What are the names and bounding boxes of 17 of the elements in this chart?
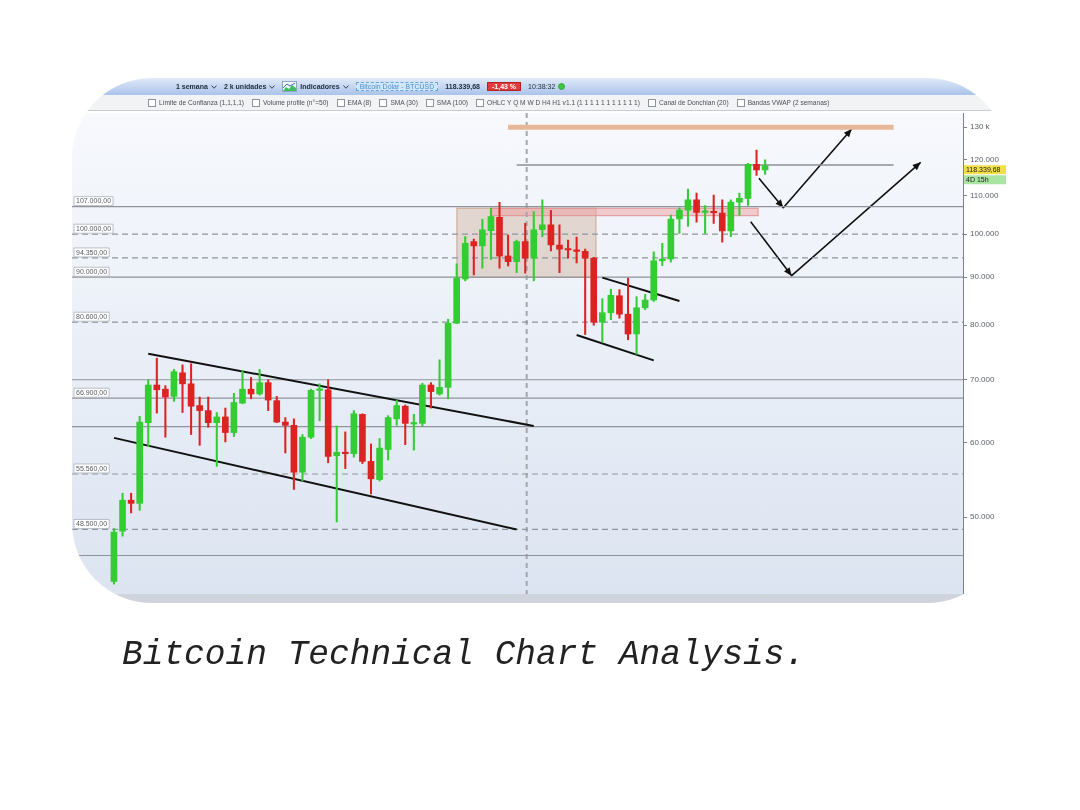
candlestick xyxy=(341,431,349,469)
candlestick xyxy=(333,425,341,523)
candlestick xyxy=(753,149,760,176)
y-tick-label: 50.000 xyxy=(970,512,996,522)
y-tick-label: 90.000 xyxy=(970,272,996,282)
y-tick-label: 120.000 xyxy=(970,155,1000,165)
y-tick-label: 80.000 xyxy=(970,320,996,330)
candlestick xyxy=(556,224,563,274)
text: Bitcoin Technical Chart Analysis. xyxy=(122,635,806,674)
y-tick-label: 130 k xyxy=(970,122,991,132)
candlestick xyxy=(710,194,718,224)
y-tick-label: 70.000 xyxy=(970,374,996,384)
y-tick-label: 110.000 xyxy=(970,190,999,200)
y-tick-label: 60.000 xyxy=(970,437,996,447)
y-tick-label: 100.000 xyxy=(970,229,1000,239)
candlestick xyxy=(316,383,323,422)
candlestick xyxy=(179,364,186,413)
